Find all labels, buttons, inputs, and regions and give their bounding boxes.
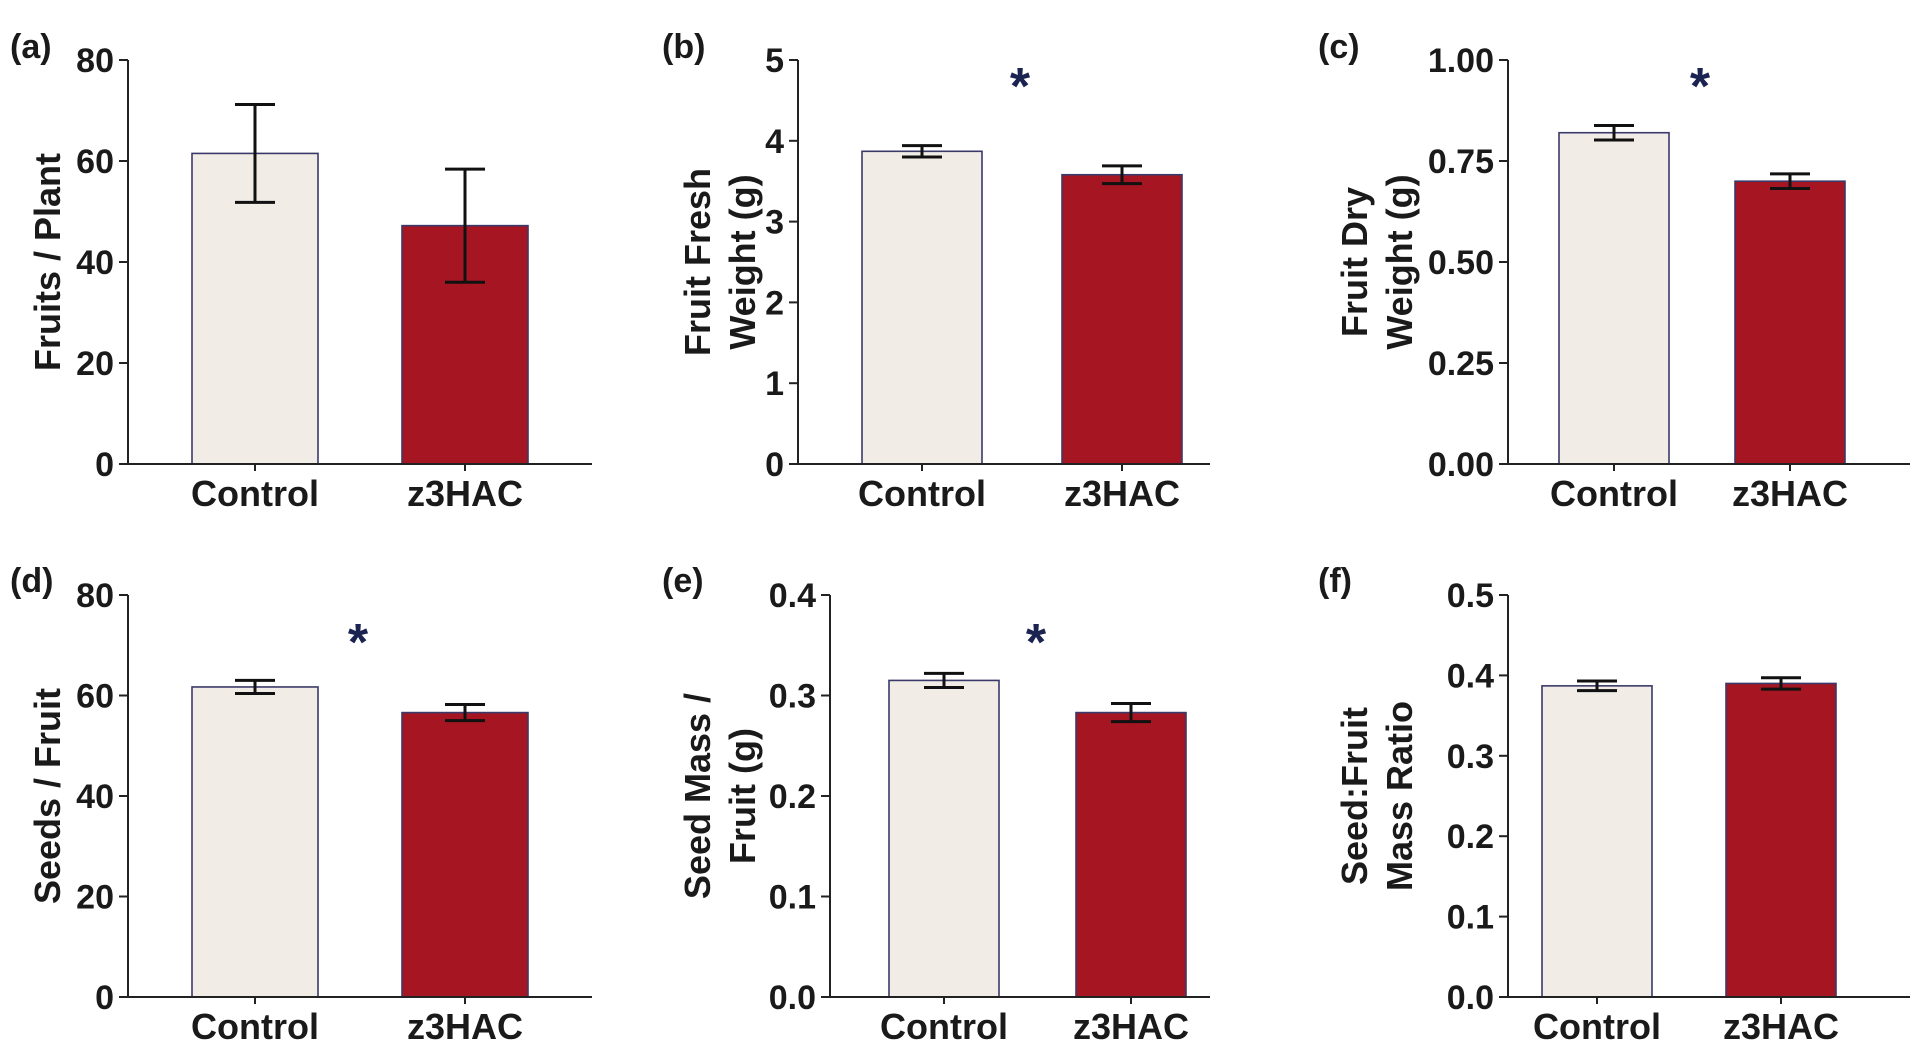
bar-control — [861, 150, 983, 465]
y-tick-label: 0 — [95, 979, 114, 1017]
y-axis-title: Mass Ratio — [1379, 701, 1420, 891]
y-tick-label: 5 — [765, 42, 784, 80]
y-tick-label: 20 — [76, 345, 114, 383]
chart-panel-d: (d) Seeds / Fruit Control z3HAC 0 20 40 60 80 * — [10, 562, 592, 1047]
x-tick-label: Control — [880, 1006, 1008, 1047]
y-tick-label: 0.50 — [1428, 244, 1494, 282]
y-tick-label: 60 — [76, 143, 114, 181]
bar-control — [1541, 685, 1653, 998]
panel-label: (a) — [10, 28, 52, 66]
y-tick-label: 80 — [76, 577, 114, 615]
bar-control — [191, 686, 319, 998]
chart-panel-e: (e) Seed Mass / Fruit (g) Control z3HAC 0.0 0.… — [662, 562, 1210, 1047]
y-tick-label: 0.1 — [1447, 899, 1494, 937]
y-tick-label: 0.4 — [769, 577, 816, 615]
x-tick-label: Control — [1550, 473, 1678, 514]
bar-control — [888, 679, 1000, 998]
y-axis-title: Seeds / Fruit — [27, 688, 68, 904]
bar-control — [1558, 131, 1670, 465]
y-tick-label: 0.3 — [1447, 738, 1494, 776]
panel-label: (e) — [662, 562, 704, 600]
x-tick-label: Control — [191, 473, 319, 514]
y-tick-label: 0.3 — [769, 678, 816, 716]
y-tick-label: 80 — [76, 42, 114, 80]
y-tick-label: 0.0 — [769, 979, 816, 1017]
significance-asterisk: * — [1010, 58, 1031, 116]
bar-z3hac — [1061, 173, 1183, 465]
x-tick-label: z3HAC — [1723, 1006, 1839, 1047]
bar-z3hac — [401, 711, 529, 998]
x-tick-label: Control — [858, 473, 986, 514]
chart-panel-a: (a) Fruits / Plant Control z3HAC 0 20 40 60 80 — [10, 28, 592, 514]
x-tick-label: Control — [191, 1006, 319, 1047]
bar-z3hac — [1725, 682, 1837, 998]
x-tick-label: z3HAC — [407, 473, 523, 514]
chart-panel-f: (f) Seed:Fruit Mass Ratio Control z3HAC 0.0 0.… — [1318, 562, 1910, 1047]
y-tick-label: 0.2 — [1447, 818, 1494, 856]
y-tick-label: 40 — [76, 778, 114, 816]
y-tick-label: 0.00 — [1428, 446, 1494, 484]
x-tick-label: z3HAC — [1064, 473, 1180, 514]
panel-label: (b) — [662, 28, 705, 66]
y-tick-label: 0.25 — [1428, 345, 1494, 383]
y-tick-label: 0.4 — [1447, 657, 1494, 695]
y-tick-label: 0.0 — [1447, 979, 1494, 1017]
bar-control — [191, 152, 319, 465]
y-tick-label: 60 — [76, 678, 114, 716]
chart-panel-c: (c) Fruit Dry Weight (g) Control z3HAC 0.00 0.… — [1318, 28, 1910, 514]
y-axis-title: Seed:Fruit — [1334, 707, 1375, 885]
panel-label: (d) — [10, 562, 53, 600]
y-tick-label: 0.1 — [769, 879, 816, 917]
bar-z3hac — [1075, 711, 1187, 998]
significance-asterisk: * — [1690, 58, 1711, 116]
y-tick-label: 0.75 — [1428, 143, 1494, 181]
y-tick-label: 2 — [765, 284, 784, 322]
y-tick-label: 0.5 — [1447, 577, 1494, 615]
significance-asterisk: * — [1026, 614, 1047, 672]
y-axis-title: Fruit Fresh — [677, 168, 718, 356]
y-axis-title: Weight (g) — [1379, 174, 1420, 349]
y-tick-label: 4 — [765, 123, 784, 161]
x-tick-label: z3HAC — [1732, 473, 1848, 514]
significance-asterisk: * — [348, 614, 369, 672]
y-tick-label: 40 — [76, 244, 114, 282]
y-axis-title: Fruit (g) — [722, 728, 763, 864]
x-tick-label: Control — [1533, 1006, 1661, 1047]
x-tick-label: z3HAC — [1073, 1006, 1189, 1047]
y-axis-title: Fruits / Plant — [27, 153, 68, 371]
y-tick-label: 1 — [765, 365, 784, 403]
chart-panel-b: (b) Fruit Fresh Weight (g) Control z3HAC 0 1 2 3… — [662, 28, 1210, 514]
y-axis-title: Seed Mass / — [677, 693, 718, 899]
panel-label: (f) — [1318, 562, 1352, 600]
y-tick-label: 0 — [765, 446, 784, 484]
y-tick-label: 0 — [95, 446, 114, 484]
y-axis-title: Weight (g) — [722, 174, 763, 349]
y-tick-label: 20 — [76, 879, 114, 917]
y-axis-title: Fruit Dry — [1334, 187, 1375, 337]
bar-z3hac — [1734, 180, 1846, 465]
y-tick-label: 0.2 — [769, 778, 816, 816]
x-tick-label: z3HAC — [407, 1006, 523, 1047]
y-tick-label: 1.00 — [1428, 42, 1494, 80]
panel-label: (c) — [1318, 28, 1360, 66]
y-tick-label: 3 — [765, 204, 784, 242]
